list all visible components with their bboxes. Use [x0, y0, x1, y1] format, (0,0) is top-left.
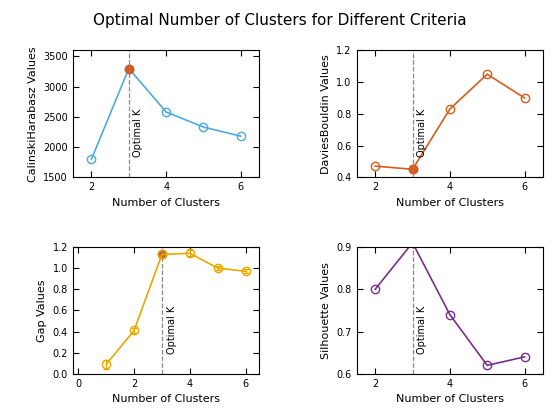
Y-axis label: DaviesBouldin Values: DaviesBouldin Values — [321, 54, 331, 174]
Y-axis label: Silhouette Values: Silhouette Values — [321, 262, 331, 359]
X-axis label: Number of Clusters: Number of Clusters — [396, 198, 504, 207]
Text: Optimal K: Optimal K — [167, 305, 176, 354]
Y-axis label: Gap Values: Gap Values — [37, 279, 47, 341]
X-axis label: Number of Clusters: Number of Clusters — [396, 394, 504, 404]
X-axis label: Number of Clusters: Number of Clusters — [112, 394, 220, 404]
X-axis label: Number of Clusters: Number of Clusters — [112, 198, 220, 207]
Text: Optimal K: Optimal K — [133, 109, 143, 157]
Text: Optimal Number of Clusters for Different Criteria: Optimal Number of Clusters for Different… — [93, 13, 467, 28]
Text: Optimal K: Optimal K — [417, 109, 427, 157]
Y-axis label: CalinskiHarabasz Values: CalinskiHarabasz Values — [27, 46, 38, 181]
Text: Optimal K: Optimal K — [417, 305, 427, 354]
